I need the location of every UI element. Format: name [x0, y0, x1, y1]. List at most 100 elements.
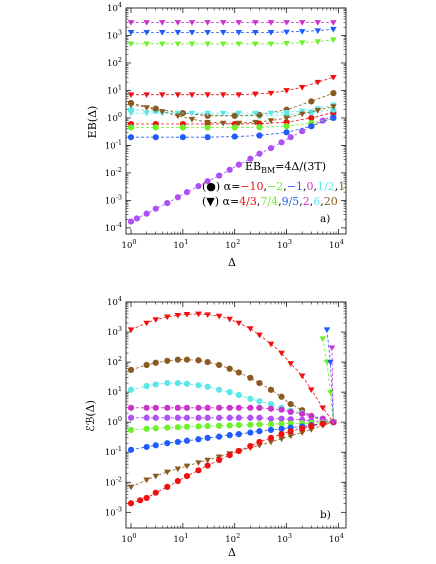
x-tick-base: 10	[277, 241, 288, 251]
x-tick-base: 10	[225, 241, 236, 251]
data-point-circle-cyan	[195, 382, 202, 389]
data-point-circle-magenta	[235, 404, 242, 411]
data-point-circle-magenta	[174, 404, 181, 411]
data-point-circle-green	[204, 124, 211, 131]
data-point-triangle-brown	[143, 105, 150, 111]
y-tick-base: 10	[105, 448, 116, 458]
data-point-circle-purple	[256, 150, 263, 157]
data-point-circle-brown	[216, 361, 223, 369]
data-series-a	[127, 20, 337, 225]
x-tick-label: 101	[173, 238, 188, 251]
data-point-triangle-brown	[219, 120, 227, 127]
data-point-triangle-red	[226, 316, 233, 323]
y-tick-label: 10-2	[105, 166, 122, 179]
data-point-circle-green	[152, 425, 159, 432]
y-tick-base: 10	[105, 141, 116, 151]
y-tick-label: 102	[107, 56, 122, 69]
data-point-circle-purple	[195, 183, 202, 190]
legend-separator: ,	[335, 180, 339, 193]
data-point-triangle-magenta	[143, 20, 150, 26]
data-point-circle-brown	[183, 356, 191, 363]
legend-alpha-value: 9/5	[282, 195, 300, 208]
data-point-circle-red	[174, 477, 181, 485]
data-point-circle-purple	[247, 155, 254, 162]
panel-label-a: a)	[320, 213, 330, 225]
data-point-circle-cyan	[164, 379, 171, 387]
y-tick-base: 10	[107, 4, 118, 14]
data-point-triangle-red	[319, 405, 327, 412]
legend-alpha-value: 1/2	[317, 180, 335, 193]
data-point-circle-blue	[308, 123, 315, 130]
data-point-triangle-red	[127, 92, 135, 99]
data-point-circle-brown	[226, 365, 233, 372]
data-point-circle-magenta	[308, 412, 315, 420]
data-point-circle-red	[204, 462, 211, 469]
y-tick-base: 10	[105, 224, 116, 234]
x-tick-base: 10	[277, 535, 288, 545]
y-tick-label: 100	[107, 415, 122, 428]
data-point-circle-blue	[174, 438, 181, 446]
series-line-green-circle	[131, 117, 334, 128]
data-point-triangle-blue	[188, 30, 196, 36]
data-point-triangle-green	[188, 41, 196, 48]
y-tick-exponent: 0	[118, 111, 122, 119]
plot-frame-b	[125, 301, 347, 529]
data-point-triangle-green	[330, 37, 337, 44]
data-point-triangle-red	[247, 326, 254, 332]
data-point-triangle-green	[252, 41, 259, 48]
y-tick-base: 10	[107, 358, 118, 368]
legend-alpha-value: 4/3	[239, 195, 257, 208]
data-point-triangle-magenta	[328, 345, 336, 352]
y-tick-label: 10-3	[105, 193, 122, 206]
panel-label-b: b)	[320, 509, 331, 521]
data-point-circle-blue	[127, 446, 135, 453]
data-point-circle-cyan	[226, 389, 233, 396]
data-point-triangle-cyan	[188, 110, 196, 117]
data-point-triangle-red	[278, 350, 285, 357]
axis-ticks-a	[126, 7, 346, 234]
data-point-triangle-cyan	[267, 110, 275, 117]
data-point-circle-purple	[164, 199, 171, 207]
data-point-triangle-green	[127, 41, 135, 48]
data-point-triangle-red	[143, 320, 150, 327]
x-tick-exponent: 1	[184, 532, 188, 540]
data-point-triangle-red	[252, 91, 259, 98]
data-point-circle-magenta	[256, 404, 263, 411]
data-point-triangle-green	[235, 41, 243, 48]
data-point-circle-red	[137, 497, 144, 504]
data-point-triangle-red	[174, 313, 182, 319]
data-point-circle-green	[231, 124, 238, 131]
data-point-triangle-brown	[298, 430, 306, 436]
data-point-triangle-blue	[204, 30, 211, 36]
data-point-triangle-red	[219, 92, 227, 99]
legend-separator: ,	[320, 195, 324, 208]
data-point-circle-green	[174, 424, 181, 431]
data-point-triangle-red	[235, 320, 243, 327]
x-tick-labels-b: 100 101 102 103 104	[122, 532, 344, 545]
data-point-triangle-blue	[174, 30, 182, 36]
data-point-circle-brown	[152, 359, 159, 366]
data-point-circle-purple	[267, 415, 275, 422]
data-point-circle-green	[283, 123, 290, 130]
data-point-circle-cyan	[267, 400, 275, 408]
y-tick-label: 10-4	[105, 221, 122, 234]
legend-alpha-value: 6	[313, 195, 320, 208]
data-point-triangle-cyan	[204, 110, 211, 117]
data-point-circle-red	[319, 420, 326, 427]
data-point-circle-magenta	[127, 404, 135, 411]
series-line-blue-triangle	[326, 329, 334, 423]
data-point-triangle-blue	[158, 30, 166, 36]
data-point-circle-red	[235, 447, 242, 455]
data-point-triangle-cyan	[219, 110, 227, 117]
data-point-circle-brown	[174, 356, 181, 363]
data-point-triangle-brown	[204, 457, 211, 464]
data-point-circle-purple	[152, 205, 159, 212]
y-tick-label: 104	[107, 1, 122, 14]
data-point-triangle-brown	[195, 460, 202, 466]
data-point-triangle-magenta	[252, 20, 259, 26]
data-point-triangle-brown	[152, 473, 160, 480]
data-point-circle-green	[204, 422, 211, 430]
y-tick-exponent: 4	[118, 295, 122, 303]
data-point-circle-magenta	[204, 404, 211, 411]
